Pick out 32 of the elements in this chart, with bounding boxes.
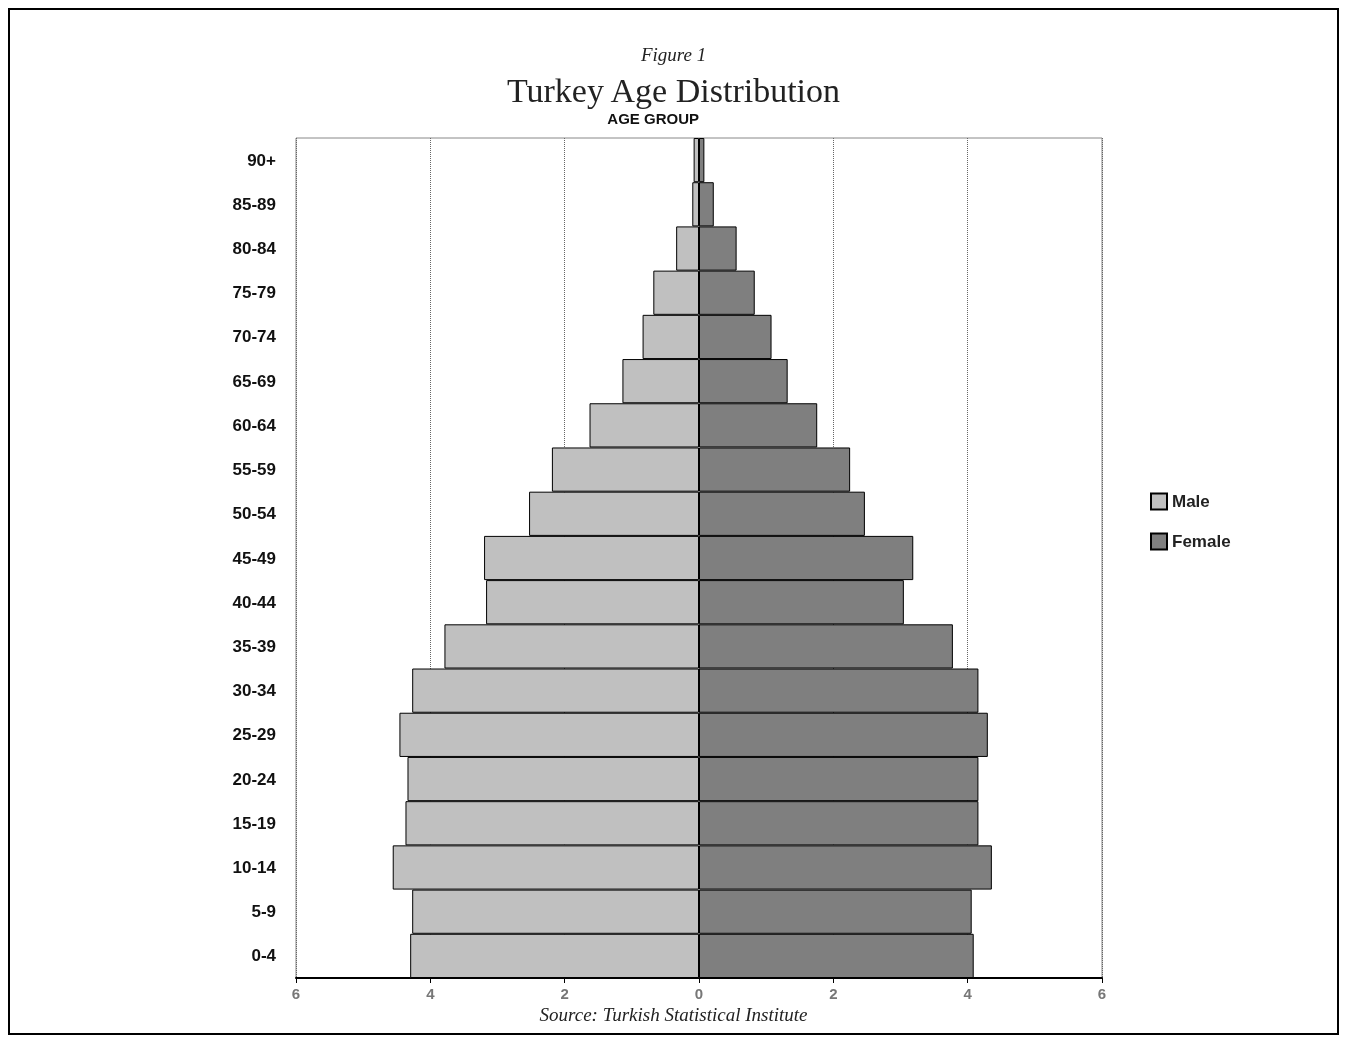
y-tick-label: 35-39 — [232, 636, 276, 656]
chart-subtitle: Figure 1 — [639, 44, 707, 65]
x-tick-label: 4 — [963, 985, 973, 1002]
y-tick-label: 0-4 — [251, 946, 277, 966]
x-tick-label: 0 — [694, 985, 704, 1002]
y-tick-label: 55-59 — [232, 460, 276, 480]
y-axis-title: AGE GROUP — [607, 110, 699, 127]
x-tick-label: 2 — [560, 985, 569, 1002]
y-tick-label: 70-74 — [232, 327, 277, 347]
x-tick-label: 6 — [1097, 985, 1107, 1002]
y-tick-label: 30-34 — [232, 681, 277, 701]
y-tick-label: 75-79 — [232, 283, 276, 303]
y-tick-label: 80-84 — [232, 239, 277, 259]
y-tick-label: 10-14 — [232, 857, 277, 877]
y-tick-label: 45-49 — [232, 548, 276, 568]
y-tick-label: 85-89 — [232, 194, 276, 214]
y-tick-label: 25-29 — [232, 725, 276, 745]
y-tick-label: 65-69 — [232, 371, 276, 391]
x-tick-label: 2 — [829, 985, 838, 1002]
y-tick-label: 20-24 — [232, 769, 277, 789]
legend-label: Male — [1172, 492, 1210, 511]
x-tick-label: 4 — [426, 985, 436, 1002]
x-tick-label: 6 — [291, 985, 301, 1002]
y-tick-label: 40-44 — [232, 592, 277, 612]
y-tick-label: 60-64 — [232, 415, 277, 435]
legend-label: Female — [1172, 532, 1231, 551]
y-tick-label: 90+ — [247, 150, 277, 170]
chart-title: Turkey Age Distribution — [506, 71, 841, 109]
y-tick-label: 15-19 — [232, 813, 276, 833]
y-tick-label: 50-54 — [232, 504, 277, 524]
source-note: Source: Turkish Statistical Institute — [539, 1004, 808, 1025]
y-tick-label: 5-9 — [251, 902, 276, 922]
